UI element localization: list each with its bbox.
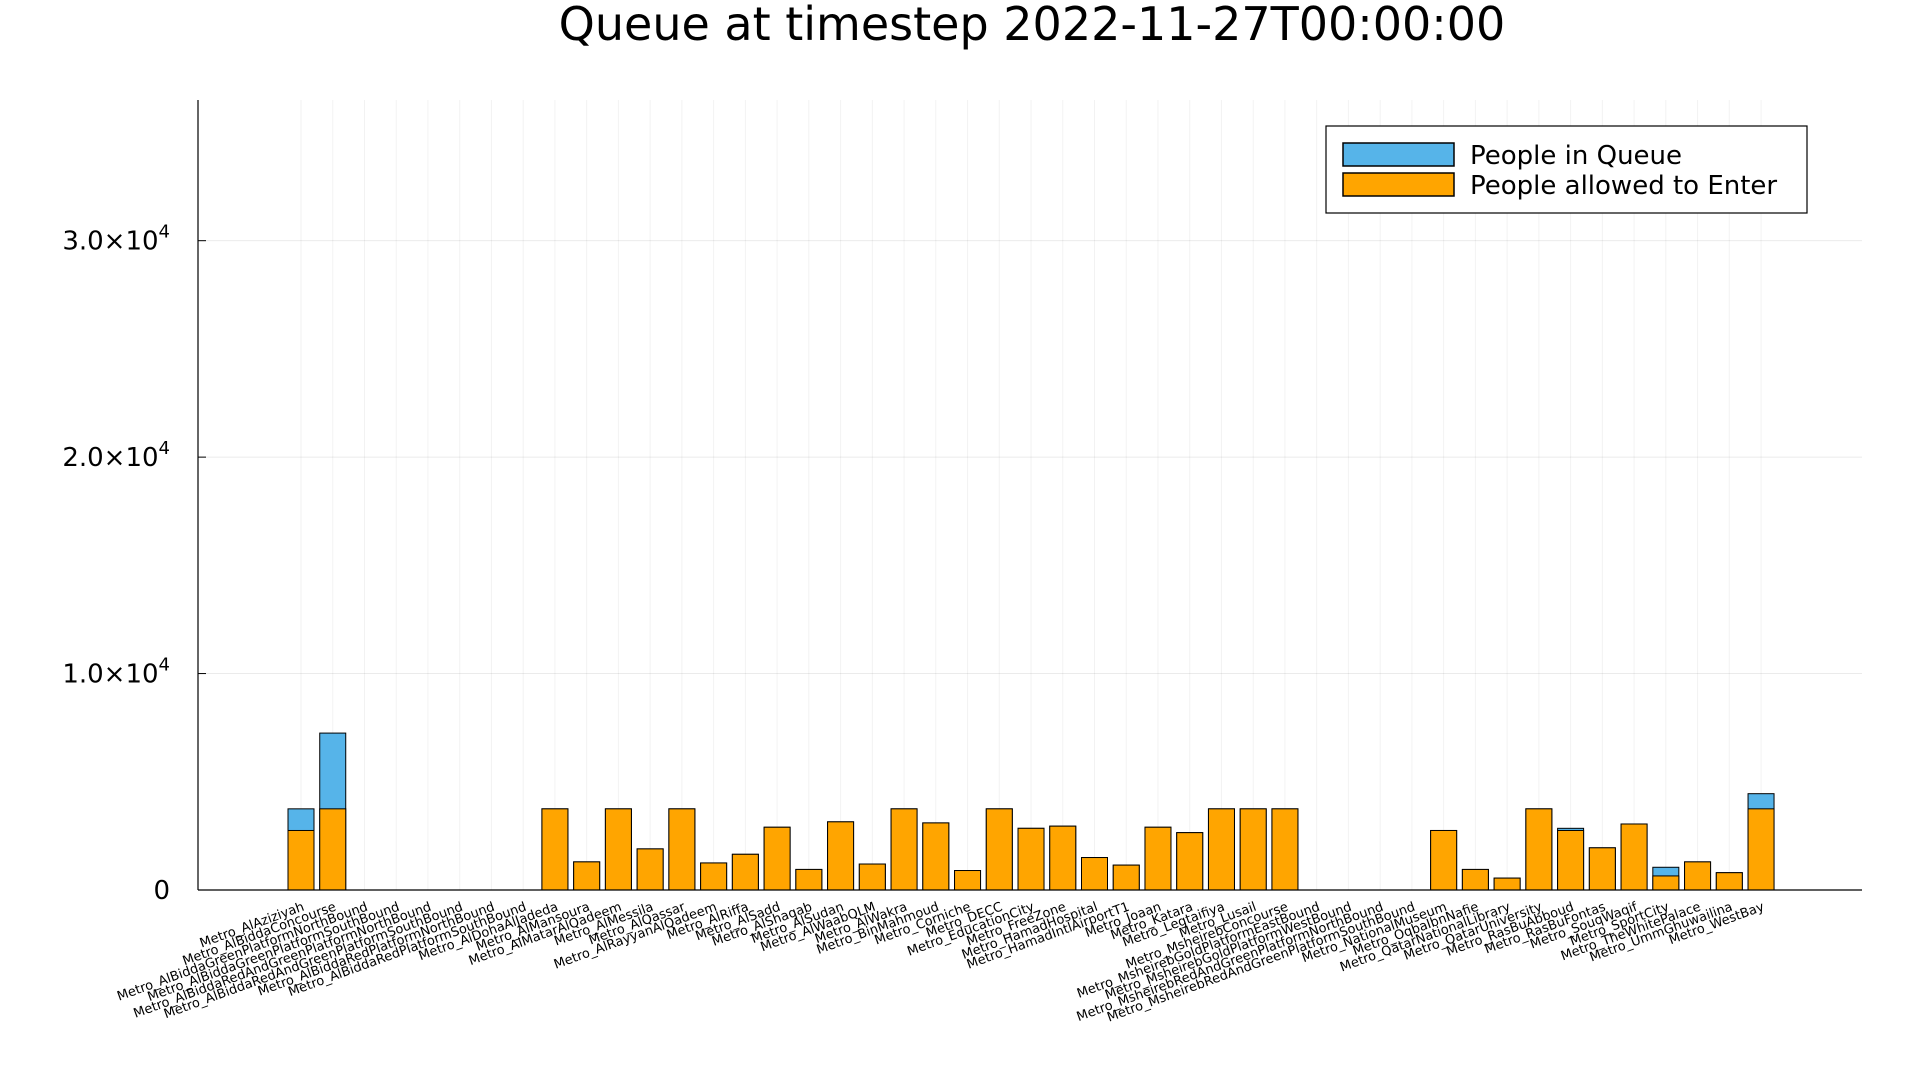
y-tick-label: 2.0×104 [62,438,170,473]
bar-enter-41 [1588,847,1616,891]
y-tick-label: 0 [153,876,170,906]
bar-enter-20 [922,822,950,891]
bar-enter-0 [287,829,315,891]
bar-enter-38 [1493,877,1521,891]
bar-enter-28 [1176,832,1204,891]
grid-lines [198,100,1862,891]
bar-enter-1 [319,808,347,891]
bar-enter-40 [1557,829,1585,891]
bar-enter-17 [827,821,855,891]
x-tick-labels: Metro_AlAziziyahMetro_AlBiddaConcourseMe… [115,899,1766,1025]
legend-label-enter: People allowed to Enter [1470,171,1777,201]
bar-enter-31 [1271,808,1299,891]
y-tick-label: 1.0×104 [62,655,170,690]
bar-enter-26 [1112,864,1140,891]
bar-enter-13 [700,862,728,891]
bar-enter-10 [604,808,632,891]
bar-enter-25 [1081,857,1108,891]
legend-label-queue: People in Queue [1470,141,1682,171]
y-tick-labels: 0 1.0×104 2.0×104 3.0×104 [62,222,206,906]
bar-enter-15 [763,826,791,891]
legend-box [1325,125,1808,214]
bar-enter-18 [858,863,886,891]
bar-enter-29 [1207,808,1235,891]
legend: People in Queue People allowed to Enter [1325,125,1808,214]
axes [197,100,1862,891]
bar-enter-24 [1049,825,1077,891]
bar-enter-21 [954,870,982,891]
bar-enter-9 [573,861,601,891]
bar-enter-44 [1684,861,1712,891]
y-tick-label: 3.0×104 [62,222,170,257]
legend-swatch-queue [1342,142,1455,167]
bar-enter-12 [668,808,696,891]
bar-enter-46 [1747,808,1775,891]
bar-enter-43 [1652,875,1680,891]
bar-enter-39 [1525,808,1553,891]
bars [287,732,1775,891]
bar-enter-19 [890,808,918,891]
bar-enter-37 [1461,868,1489,891]
bar-enter-8 [541,808,569,891]
bar-enter-23 [1017,827,1045,891]
bar-enter-36 [1430,829,1458,891]
bar-enter-27 [1144,826,1172,891]
legend-swatch-enter [1342,172,1455,197]
bar-enter-14 [731,853,759,891]
chart-title: Queue at timestep 2022-11-27T00:00:00 [559,0,1506,51]
bar-enter-30 [1239,808,1267,891]
bar-enter-11 [636,848,664,891]
bar-enter-16 [795,868,823,891]
bar-enter-45 [1715,872,1743,891]
bar-enter-22 [985,808,1013,891]
bar-enter-42 [1620,823,1648,891]
